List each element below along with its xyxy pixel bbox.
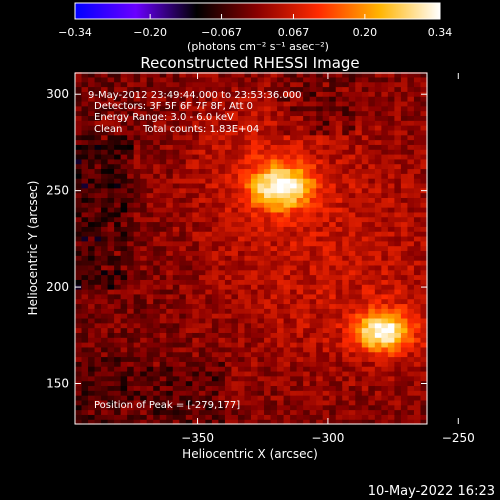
footer-timestamp: 10-May-2022 16:23 xyxy=(368,484,495,499)
heatmap-image xyxy=(75,72,428,425)
annotation-detectors: Detectors: 3F 5F 6F 7F 8F, Att 0 xyxy=(94,101,253,112)
x-axis-label: Heliocentric X (arcsec) xyxy=(182,447,318,461)
colorbar-ticks: −0.34 −0.20 −0.067 0.067 0.20 0.34 xyxy=(58,14,452,39)
annotation-energy: Energy Range: 3.0 - 6.0 keV xyxy=(94,112,234,123)
y-tick-label: 250 xyxy=(46,184,69,198)
plot-area: −350 −300 −250 150 200 250 300 9-May-2012 23:… xyxy=(46,72,475,445)
plot-frame xyxy=(74,72,428,425)
annotation-time: 9-May-2012 23:49:44.000 to 23:53:36.000 xyxy=(88,90,301,101)
colorbar-tick-label: 0.34 xyxy=(428,26,453,39)
annotation-clean: Clean xyxy=(94,124,122,135)
colorbar-tick-label: −0.34 xyxy=(58,26,92,39)
annotation-counts: Total counts: 1.83E+04 xyxy=(142,124,259,135)
x-axis-ticks: −350 −300 −250 xyxy=(181,73,475,445)
y-axis-label: Heliocentric Y (arcsec) xyxy=(26,181,40,316)
colorbar-gradient xyxy=(74,2,441,20)
x-tick-label: −300 xyxy=(311,431,344,445)
y-tick-label: 300 xyxy=(46,87,69,101)
x-tick-label: −250 xyxy=(442,431,475,445)
chart-title: Reconstructed RHESSI Image xyxy=(140,54,359,72)
colorbar-unit-label: (photons cm⁻² s⁻¹ asec⁻²) xyxy=(187,40,329,53)
annotation-peak: Position of Peak = [-279,177] xyxy=(94,400,240,411)
y-tick-label: 150 xyxy=(46,377,69,391)
colorbar-tick-label: −0.067 xyxy=(201,26,242,39)
colorbar-tick-label: 0.067 xyxy=(278,26,310,39)
x-tick-label: −350 xyxy=(181,431,214,445)
colorbar: −0.34 −0.20 −0.067 0.067 0.20 0.34 (photons c… xyxy=(58,2,452,53)
colorbar-tick-label: −0.20 xyxy=(133,26,167,39)
y-tick-label: 200 xyxy=(46,280,69,294)
y-axis-ticks: 150 200 250 300 xyxy=(46,87,427,391)
colorbar-tick-label: 0.20 xyxy=(353,26,378,39)
